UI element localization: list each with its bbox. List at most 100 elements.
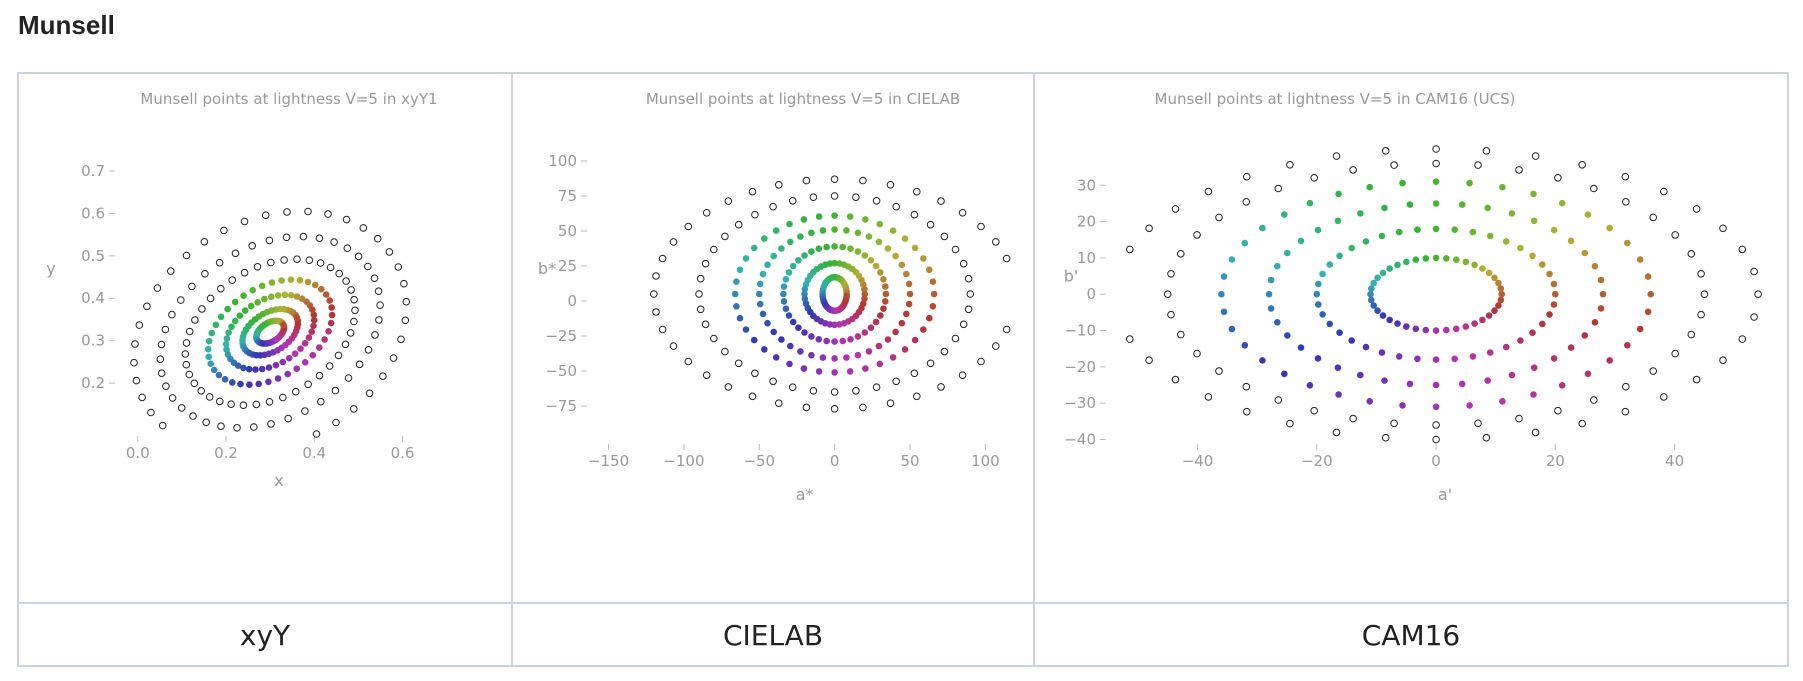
munsell-point: [223, 335, 231, 342]
munsell-point: [272, 361, 280, 369]
munsell-point: [1474, 419, 1482, 428]
munsell-point: [265, 378, 272, 386]
munsell-point: [293, 365, 301, 373]
munsell-point: [775, 181, 783, 189]
munsell-point: [1243, 407, 1251, 416]
munsell-point: [702, 371, 711, 380]
munsell-point: [808, 333, 815, 340]
munsell-point: [830, 405, 839, 413]
munsell-point: [224, 305, 231, 313]
munsell-point: [1530, 190, 1537, 198]
munsell-point: [1624, 239, 1631, 247]
munsell-point: [1508, 371, 1516, 379]
munsell-point: [364, 346, 373, 354]
munsell-point: [1432, 327, 1440, 334]
x-tick-label: 40: [1665, 452, 1684, 470]
munsell-point: [1193, 349, 1201, 358]
munsell-point: [769, 202, 777, 211]
munsell-point: [265, 364, 273, 371]
munsell-point: [190, 379, 199, 388]
munsell-point: [905, 280, 913, 288]
munsell-point: [1167, 270, 1175, 278]
munsell-point: [182, 339, 191, 347]
munsell-point: [1348, 337, 1355, 344]
munsell-point: [1422, 255, 1430, 262]
munsell-point: [1241, 342, 1249, 349]
munsell-point: [1660, 187, 1668, 196]
munsell-point: [1366, 398, 1373, 405]
munsell-point: [182, 251, 191, 260]
munsell-point: [1484, 377, 1491, 384]
munsell-point: [1379, 312, 1387, 319]
munsell-point: [1259, 224, 1266, 232]
munsell-point: [240, 217, 249, 226]
munsell-point: [1284, 332, 1291, 339]
munsell-point: [315, 371, 324, 380]
munsell-point: [819, 227, 827, 234]
munsell-point: [733, 278, 740, 285]
munsell-point: [1204, 187, 1213, 196]
munsell-point: [1451, 226, 1458, 233]
munsell-point: [1692, 375, 1701, 384]
munsell-point: [322, 291, 330, 298]
munsell-point: [1432, 225, 1440, 233]
munsell-point: [233, 424, 241, 432]
munsell-point: [721, 347, 729, 356]
munsell-point: [1306, 382, 1314, 389]
munsell-point: [764, 261, 771, 269]
munsell-point: [770, 252, 777, 260]
munsell-point: [1281, 370, 1288, 378]
munsell-point: [736, 314, 744, 322]
munsell-point: [250, 423, 258, 431]
munsell-point: [246, 381, 253, 389]
chart-title: Munsell points at lightness V=5 in xyY1: [140, 90, 437, 108]
munsell-point: [287, 291, 295, 299]
munsell-point: [1432, 145, 1440, 153]
munsell-point: [843, 227, 850, 234]
munsell-point: [884, 336, 892, 343]
munsell-point: [231, 317, 239, 325]
munsell-point: [1754, 290, 1762, 298]
y-tick-label: −20: [1064, 358, 1096, 376]
munsell-point: [248, 242, 256, 250]
munsell-point: [819, 354, 827, 361]
munsell-point: [282, 233, 291, 242]
munsell-point: [265, 398, 274, 406]
munsell-point: [1590, 184, 1598, 193]
munsell-point: [926, 314, 933, 322]
munsell-point: [1497, 285, 1505, 292]
munsell-point: [317, 397, 325, 406]
munsell-point: [865, 348, 873, 355]
y-tick-label: −10: [1064, 322, 1096, 340]
munsell-point: [1334, 217, 1342, 225]
munsell-point: [1486, 232, 1494, 240]
munsell-point: [280, 321, 287, 329]
munsell-point: [301, 340, 309, 347]
munsell-point: [1497, 296, 1505, 304]
munsell-point: [920, 255, 927, 262]
munsell-point: [1218, 290, 1225, 298]
munsell-point: [880, 305, 887, 312]
munsell-point: [748, 187, 757, 196]
munsell-point: [1374, 307, 1381, 314]
munsell-point: [240, 268, 249, 277]
munsell-point: [1357, 371, 1364, 379]
munsell-point: [1531, 152, 1540, 160]
munsell-point: [364, 262, 372, 271]
munsell-point: [350, 295, 358, 304]
munsell-point: [293, 293, 301, 300]
munsell-point: [1177, 250, 1185, 258]
munsell-point: [162, 382, 170, 391]
munsell-point: [823, 243, 830, 251]
munsell-point: [1386, 265, 1393, 272]
munsell-point: [1379, 269, 1387, 277]
munsell-point: [205, 393, 214, 401]
munsell-point: [780, 283, 788, 290]
munsell-point: [293, 255, 301, 263]
munsell-point: [231, 249, 240, 258]
munsell-point: [158, 421, 167, 430]
munsell-point: [220, 226, 228, 235]
munsell-point: [1495, 279, 1502, 287]
munsell-point: [355, 360, 364, 369]
munsell-point: [1432, 435, 1440, 444]
